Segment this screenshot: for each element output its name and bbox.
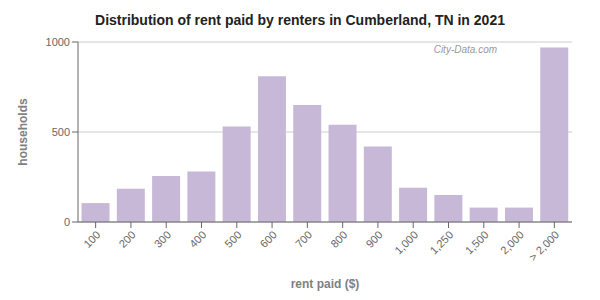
svg-text:500: 500 <box>222 228 243 249</box>
svg-text:rent paid ($): rent paid ($) <box>291 277 360 291</box>
svg-text:700: 700 <box>293 228 314 249</box>
svg-text:600: 600 <box>258 228 279 249</box>
svg-text:800: 800 <box>328 228 349 249</box>
svg-text:households: households <box>16 98 30 166</box>
svg-text:1,250: 1,250 <box>427 228 455 256</box>
html-text:Distribution of rent paid by r: Distribution of rent paid by renters in … <box>95 12 505 28</box>
svg-text:0: 0 <box>64 216 70 228</box>
svg-text:300: 300 <box>152 228 173 249</box>
svg-text:1,500: 1,500 <box>463 228 491 256</box>
svg-text:400: 400 <box>187 228 208 249</box>
svg-text:500: 500 <box>52 126 70 138</box>
svg-text:200: 200 <box>116 228 137 249</box>
svg-text:1000: 1000 <box>46 36 70 48</box>
svg-text:2,000: 2,000 <box>498 228 526 256</box>
svg-text:> 2,000: > 2,000 <box>527 228 562 263</box>
svg-text:100: 100 <box>81 228 102 249</box>
html-text:City-Data.com: City-Data.com <box>433 44 497 55</box>
svg-text:1,000: 1,000 <box>392 228 420 256</box>
svg-text:900: 900 <box>363 228 384 249</box>
